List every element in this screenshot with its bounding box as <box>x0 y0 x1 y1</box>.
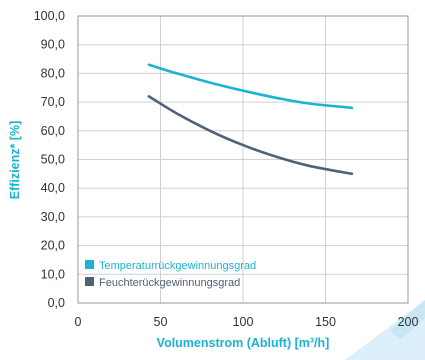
series-line-1 <box>147 95 354 176</box>
y-tick-label: 30,0 <box>41 210 65 224</box>
watermark-shape-accent <box>390 300 425 340</box>
x-axis-ticks: 0 50 100 150 200 <box>75 315 419 329</box>
x-tick-label: 100 <box>233 315 254 329</box>
y-tick-label: 10,0 <box>41 267 65 281</box>
y-tick-label: 40,0 <box>41 181 65 195</box>
y-tick-label: 20,0 <box>41 239 65 253</box>
y-tick-label: 60,0 <box>41 124 65 138</box>
legend-label-temperature: Temperaturrückgewinnungsgrad <box>99 260 256 272</box>
x-tick-label: 50 <box>154 315 168 329</box>
y-axis-title: Effizienz* [%] <box>8 121 22 199</box>
legend-swatch-temperature <box>85 260 94 269</box>
y-tick-label: 80,0 <box>41 66 65 80</box>
legend-swatch-humidity <box>85 277 94 286</box>
series-line-0 <box>147 63 354 110</box>
x-tick-label: 0 <box>75 315 82 329</box>
y-tick-label: 100,0 <box>34 9 65 23</box>
y-tick-label: 90,0 <box>41 38 65 52</box>
legend: Temperaturrückgewinnungsgrad Feuchterück… <box>85 260 256 289</box>
x-axis-title: Volumenstrom (Abluft) [m³/h] <box>157 336 330 350</box>
legend-label-humidity: Feuchterückgewinnungsgrad <box>99 277 240 289</box>
plot-area-border <box>77 15 409 304</box>
watermark-shape <box>345 300 425 360</box>
chart-series <box>147 63 354 176</box>
y-axis-ticks: 0,0 10,0 20,0 30,0 40,0 50,0 60,0 70,0 80,0 90,0 1… <box>34 9 65 310</box>
y-tick-label: 0,0 <box>48 296 65 310</box>
y-tick-label: 50,0 <box>41 153 65 167</box>
x-tick-label: 150 <box>315 315 336 329</box>
x-tick-label: 200 <box>398 315 419 329</box>
y-tick-label: 70,0 <box>41 95 65 109</box>
